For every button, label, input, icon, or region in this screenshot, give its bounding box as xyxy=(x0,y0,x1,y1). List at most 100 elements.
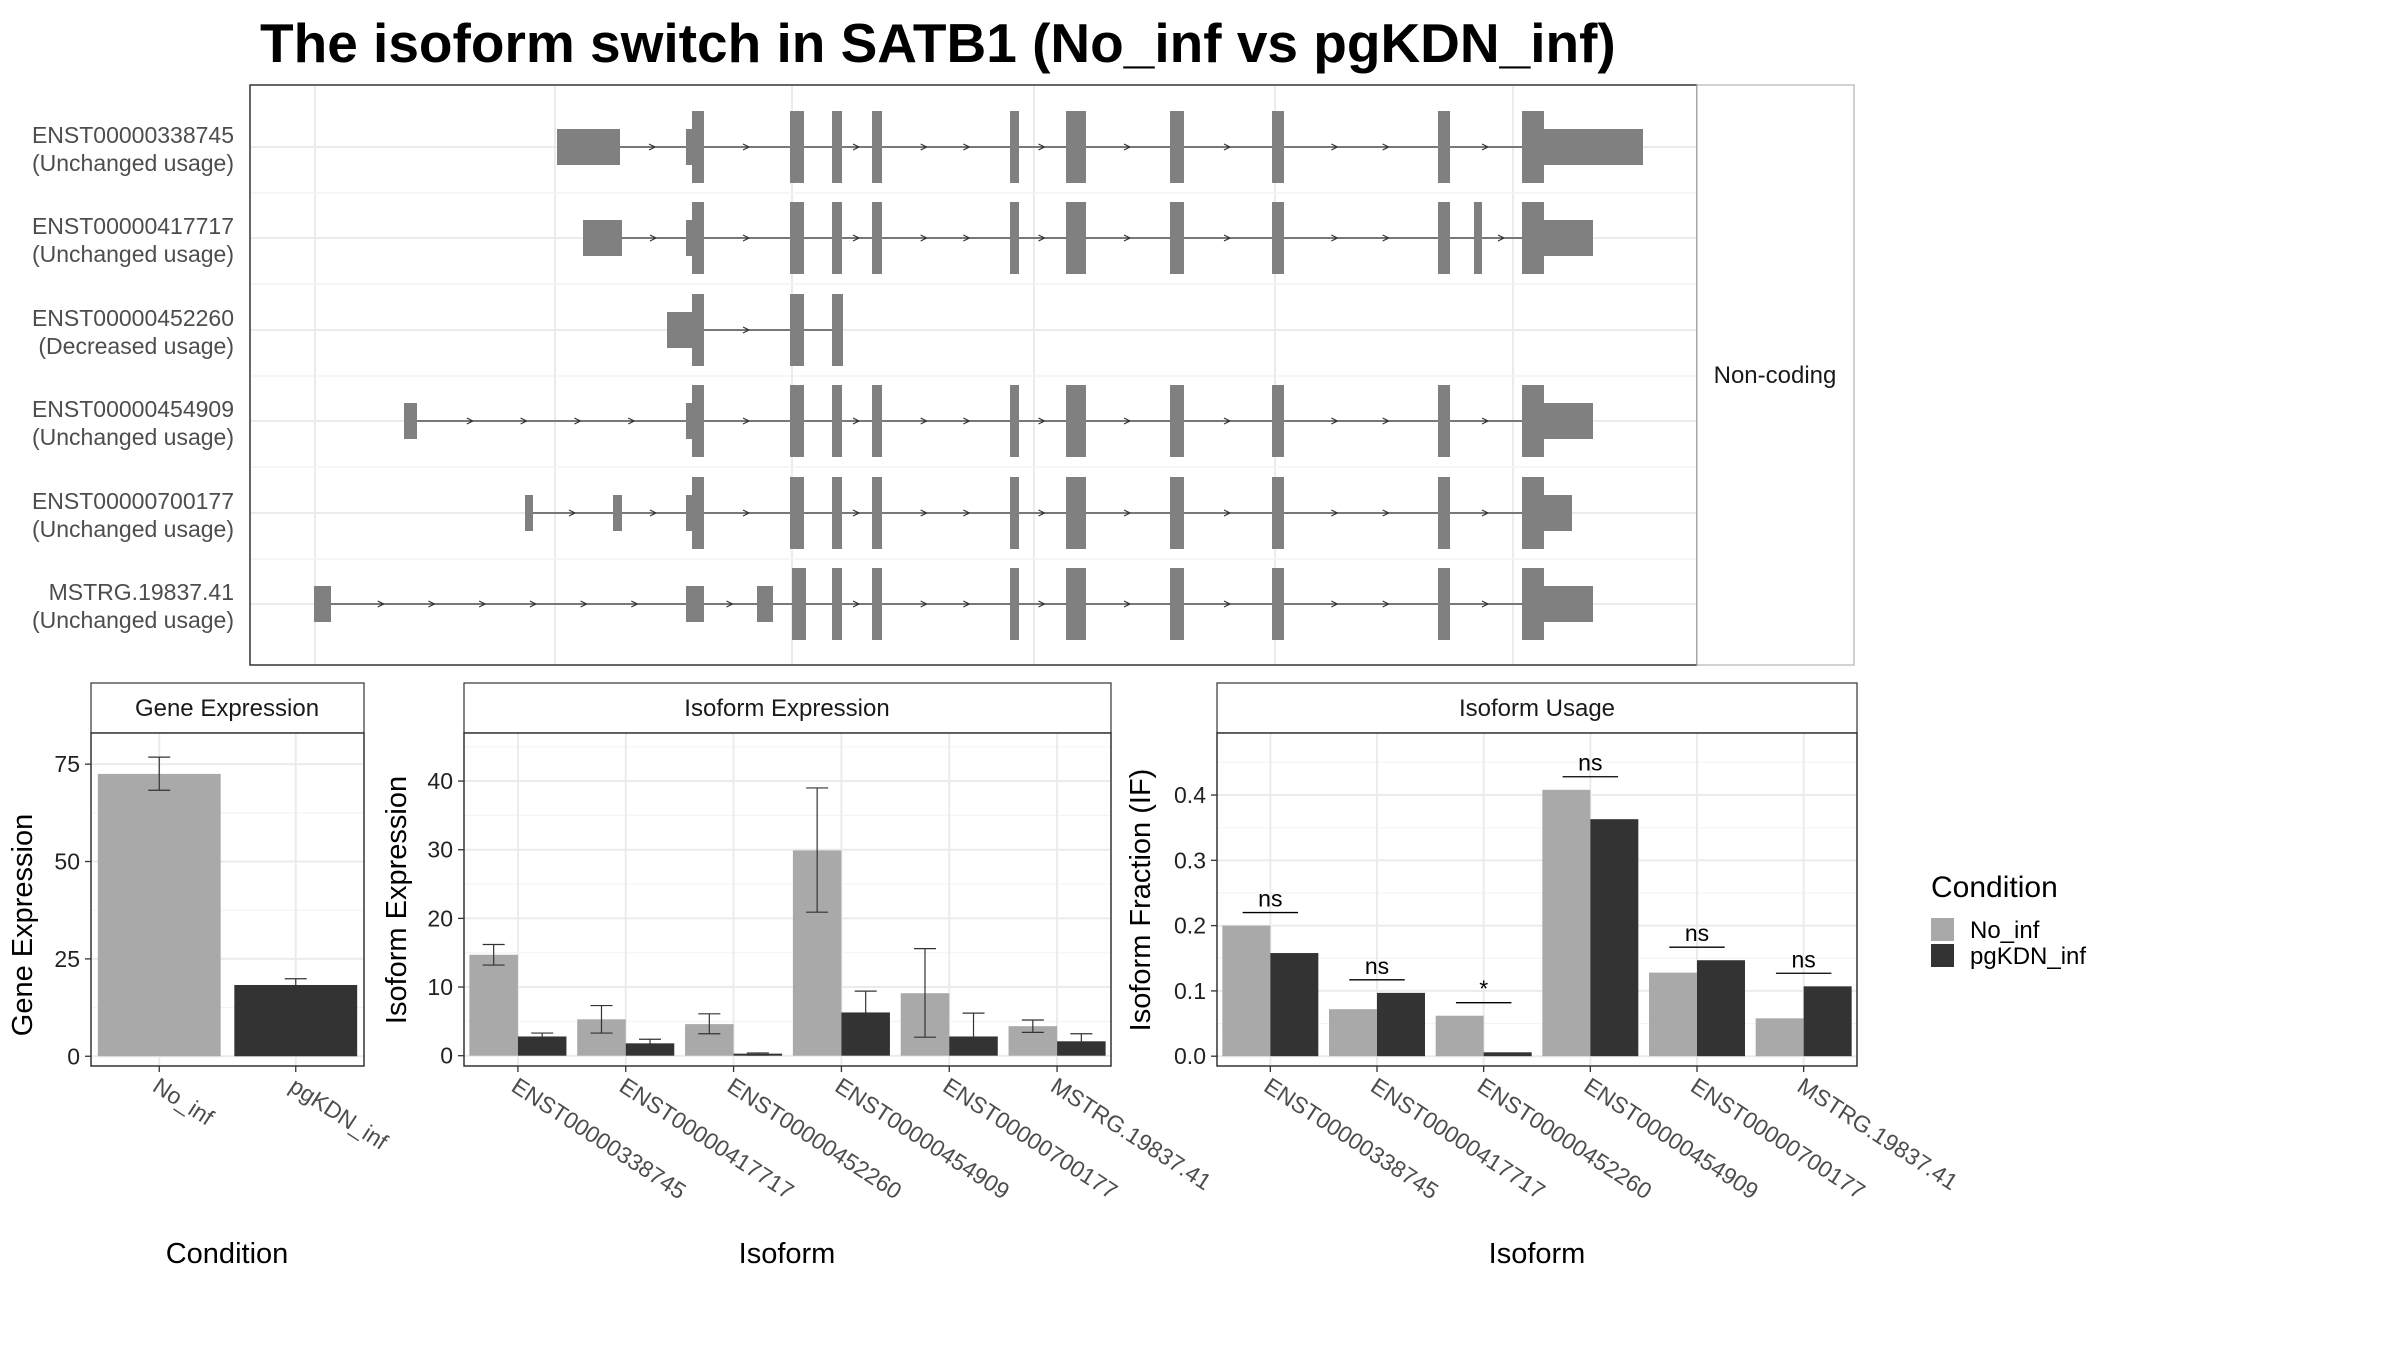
gene-expression-strip-label: Gene Expression xyxy=(135,695,319,722)
gene-expression-strip xyxy=(90,682,365,734)
x-tick-label: ENST00000700177 xyxy=(939,1072,1123,1204)
isoform-structure-row xyxy=(404,385,1593,457)
structure-isoform-id: ENST00000452260 xyxy=(32,305,234,331)
bar xyxy=(517,1036,567,1056)
intron-direction-arrow xyxy=(742,417,751,425)
intron-direction-arrow xyxy=(1123,143,1132,151)
intron-direction-arrow xyxy=(1331,234,1339,242)
isoform-expression-strip-label: Isoform Expression xyxy=(684,695,889,722)
intron-direction-arrow xyxy=(1382,234,1391,242)
structure-side-label: Non-coding xyxy=(1714,362,1837,389)
intron-direction-arrow xyxy=(580,600,588,608)
exon-block xyxy=(686,495,692,531)
intron-direction-arrow xyxy=(726,600,734,608)
y-tick-label: 25 xyxy=(54,946,80,972)
isoform-structure-row xyxy=(557,111,1643,183)
exon-block xyxy=(1438,385,1450,457)
isoform-expression-y-axis-title: Isoform Expression xyxy=(381,776,413,1024)
intron-direction-arrow xyxy=(631,600,639,608)
intron-direction-arrow xyxy=(1481,509,1490,517)
exon-block xyxy=(686,586,704,622)
intron-direction-arrow xyxy=(1123,417,1132,425)
bar xyxy=(1590,819,1639,1057)
exon-block xyxy=(1066,111,1086,183)
exon-block xyxy=(1438,202,1450,274)
exon-block xyxy=(757,586,773,622)
exon-block xyxy=(1522,477,1544,549)
intron-direction-arrow xyxy=(1382,417,1391,425)
isoform-usage-strip xyxy=(1216,682,1858,734)
isoform-expression-x-axis-title: Isoform xyxy=(739,1238,836,1270)
exon-block xyxy=(1170,568,1184,640)
y-tick-label: 0 xyxy=(67,1043,80,1069)
intron-direction-arrow xyxy=(1382,143,1391,151)
significance-label: ns xyxy=(1365,953,1389,979)
exon-block xyxy=(872,385,882,457)
intron-direction-arrow xyxy=(377,600,386,608)
isoform-usage-panel: Isoform Usage 0.0 0.1 0.2 0.3 0.4 ns ENST00000… xyxy=(1125,682,1963,1270)
exon-block xyxy=(692,477,704,549)
intron-direction-arrow xyxy=(1038,234,1046,242)
intron-direction-arrow xyxy=(1331,417,1339,425)
intron-direction-arrow xyxy=(742,509,751,517)
exon-block xyxy=(1544,403,1593,439)
exon-block xyxy=(1272,568,1284,640)
gene-expression-y-axis-title: Gene Expression xyxy=(7,814,39,1036)
intron-direction-arrow xyxy=(428,600,436,608)
intron-direction-arrow xyxy=(627,417,636,425)
bar xyxy=(1542,789,1591,1057)
exon-block xyxy=(1066,477,1086,549)
intron-direction-arrow xyxy=(1331,143,1339,151)
intron-direction-arrow xyxy=(920,143,929,151)
structure-isoform-usage: (Unchanged usage) xyxy=(32,424,234,450)
y-tick-label: 10 xyxy=(427,974,453,1000)
legend-label-no-inf: No_inf xyxy=(1970,917,2040,944)
exon-block xyxy=(832,202,842,274)
exon-block xyxy=(1474,202,1482,274)
isoform-structure-row xyxy=(314,568,1593,640)
bar xyxy=(469,954,518,1056)
structure-side-strip xyxy=(1696,84,1855,666)
intron-direction-arrow xyxy=(1038,509,1046,517)
x-tick-label: ENST00000417717 xyxy=(615,1072,799,1204)
exon-block xyxy=(692,385,704,457)
gene-expression-plot-area: 0 25 50 75 No_inf pgKDN_inf xyxy=(54,732,393,1155)
y-tick-label: 0 xyxy=(440,1043,453,1069)
significance-label: ns xyxy=(1792,946,1816,972)
exon-block xyxy=(832,385,842,457)
intron-direction-arrow xyxy=(852,143,861,151)
intron-direction-arrow xyxy=(478,600,487,608)
exon-block xyxy=(872,111,882,183)
structure-isoform-id: ENST00000700177 xyxy=(32,488,234,514)
exon-block xyxy=(1010,477,1019,549)
significance-label: * xyxy=(1479,976,1488,1002)
exon-block xyxy=(790,202,804,274)
exon-block xyxy=(404,403,417,439)
x-tick-label: ENST00000454909 xyxy=(1580,1072,1764,1204)
y-tick-label: 40 xyxy=(427,768,453,794)
structure-isoform-usage: (Unchanged usage) xyxy=(32,150,234,176)
exon-block xyxy=(583,220,622,256)
structure-isoform-usage: (Decreased usage) xyxy=(38,333,234,359)
x-tick-label: ENST00000452260 xyxy=(723,1072,907,1204)
intron-direction-arrow xyxy=(1038,417,1046,425)
gene-expression-panel: Gene Expression 0 25 50 75 No_inf pgKDN_inf C… xyxy=(7,682,393,1270)
exon-block xyxy=(314,586,331,622)
x-tick-label: ENST00000454909 xyxy=(831,1072,1015,1204)
exon-block xyxy=(1170,477,1184,549)
exon-block xyxy=(1066,385,1086,457)
exon-block xyxy=(686,403,692,439)
isoform-expression-panel: Isoform Expression 0 10 20 30 40 ENST00000338… xyxy=(381,682,1216,1270)
bar xyxy=(1483,1052,1532,1057)
intron-direction-arrow xyxy=(1481,417,1490,425)
intron-direction-arrow xyxy=(963,509,971,517)
isoform-structure-row xyxy=(667,294,843,366)
exon-block xyxy=(557,129,620,165)
x-tick-label: pgKDN_inf xyxy=(285,1072,393,1155)
intron-direction-arrow xyxy=(1382,509,1391,517)
exon-block xyxy=(1010,202,1019,274)
exon-block xyxy=(1522,385,1544,457)
intron-direction-arrow xyxy=(852,600,861,608)
structure-isoform-usage: (Unchanged usage) xyxy=(32,241,234,267)
